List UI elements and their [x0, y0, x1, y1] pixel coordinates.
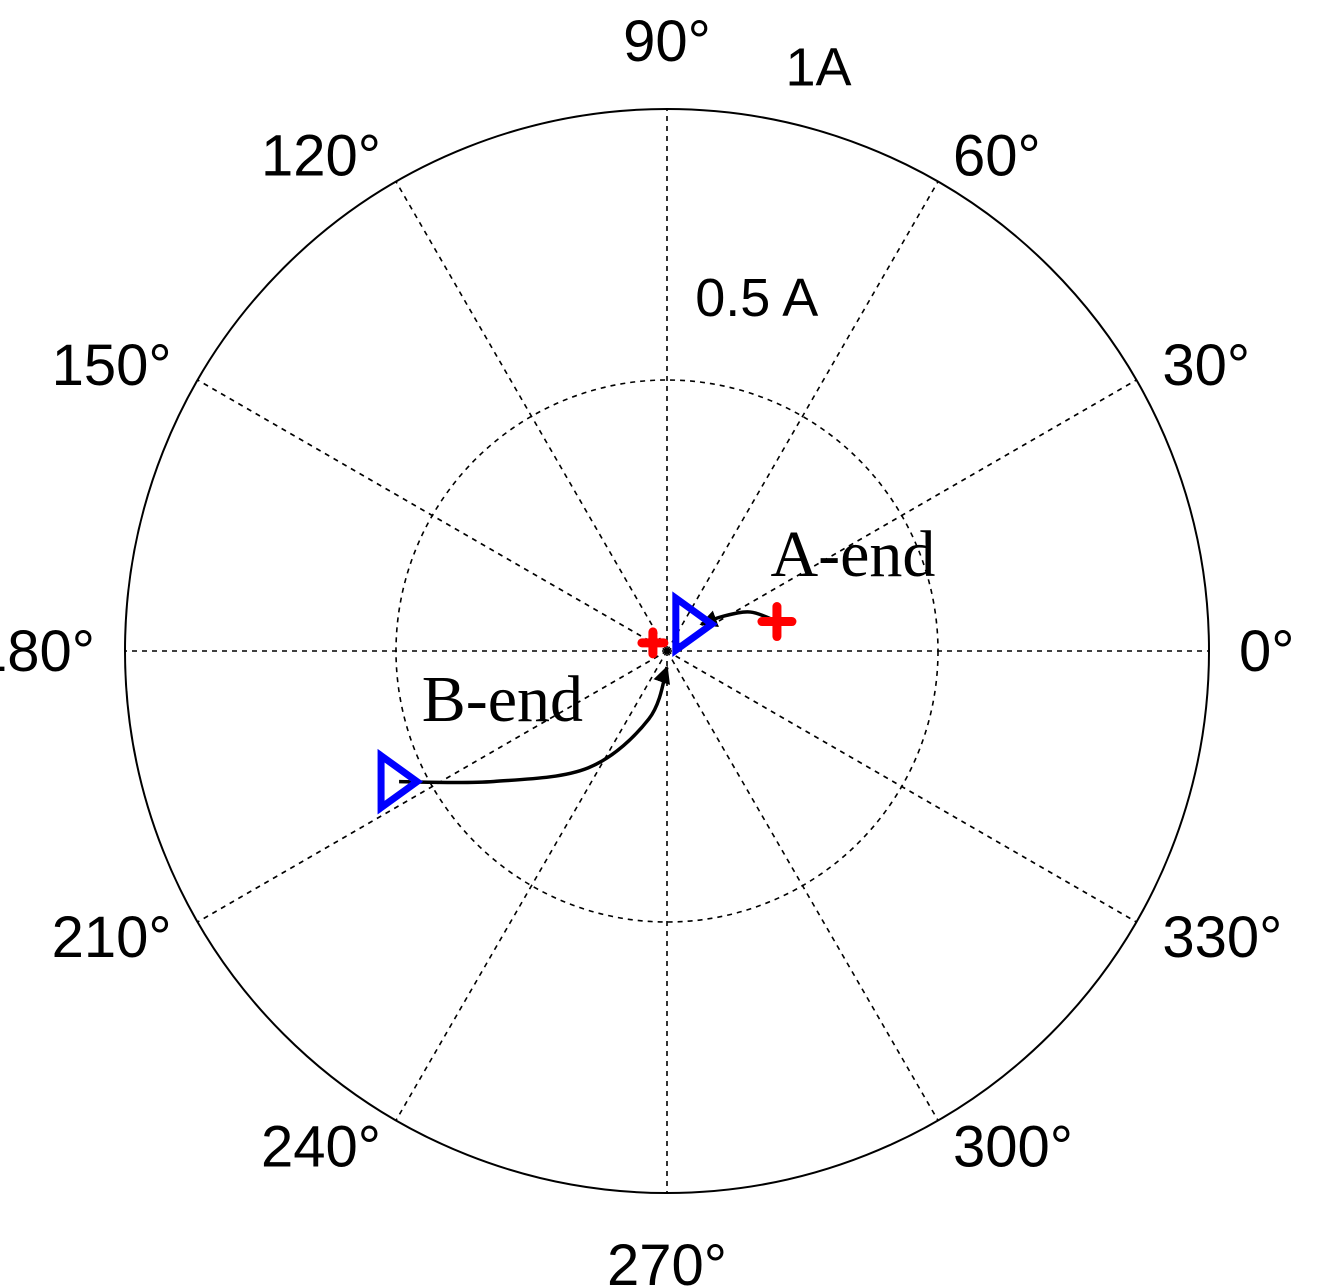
theta-tick-label-270: 270°	[607, 1233, 727, 1286]
outer-ring	[124, 108, 1210, 1194]
theta-tick-label-120: 120°	[261, 124, 381, 189]
label-layer: 0° 30° 60° 90° 120° 150° 180° 210° 240° 270° 300° 3…	[0, 9, 1294, 1286]
theta-tick-label-180: 180°	[0, 619, 95, 684]
ring-0.5	[395, 379, 939, 923]
r-tick-label-1: 1A	[785, 38, 851, 98]
series-label-1: B-end	[422, 663, 583, 736]
theta-tick-label-0: 0°	[1239, 619, 1294, 684]
theta-tick-label-150: 150°	[52, 333, 172, 398]
trajectory-1	[399, 665, 671, 785]
r-tick-label-0.5: 0.5 A	[695, 268, 818, 328]
theta-tick-label-90: 90°	[623, 9, 711, 74]
polar-grid	[124, 108, 1210, 1194]
theta-tick-label-330: 330°	[1162, 905, 1282, 970]
spoke-210	[197, 650, 668, 923]
marker-layer	[377, 591, 797, 815]
theta-tick-label-300: 300°	[953, 1114, 1073, 1179]
theta-tick-label-60: 60°	[953, 124, 1041, 189]
series-0-end-marker	[637, 627, 669, 659]
series-1-end-marker	[672, 591, 718, 658]
theta-tick-label-210: 210°	[52, 905, 172, 970]
series-label-0: A-end	[770, 518, 935, 591]
series-0-start-marker	[757, 602, 797, 642]
series-1-start-marker	[377, 748, 424, 815]
spoke-60	[666, 181, 939, 652]
spoke-240	[395, 650, 668, 1121]
theta-tick-label-30: 30°	[1162, 333, 1250, 398]
theta-tick-label-240: 240°	[261, 1114, 381, 1179]
